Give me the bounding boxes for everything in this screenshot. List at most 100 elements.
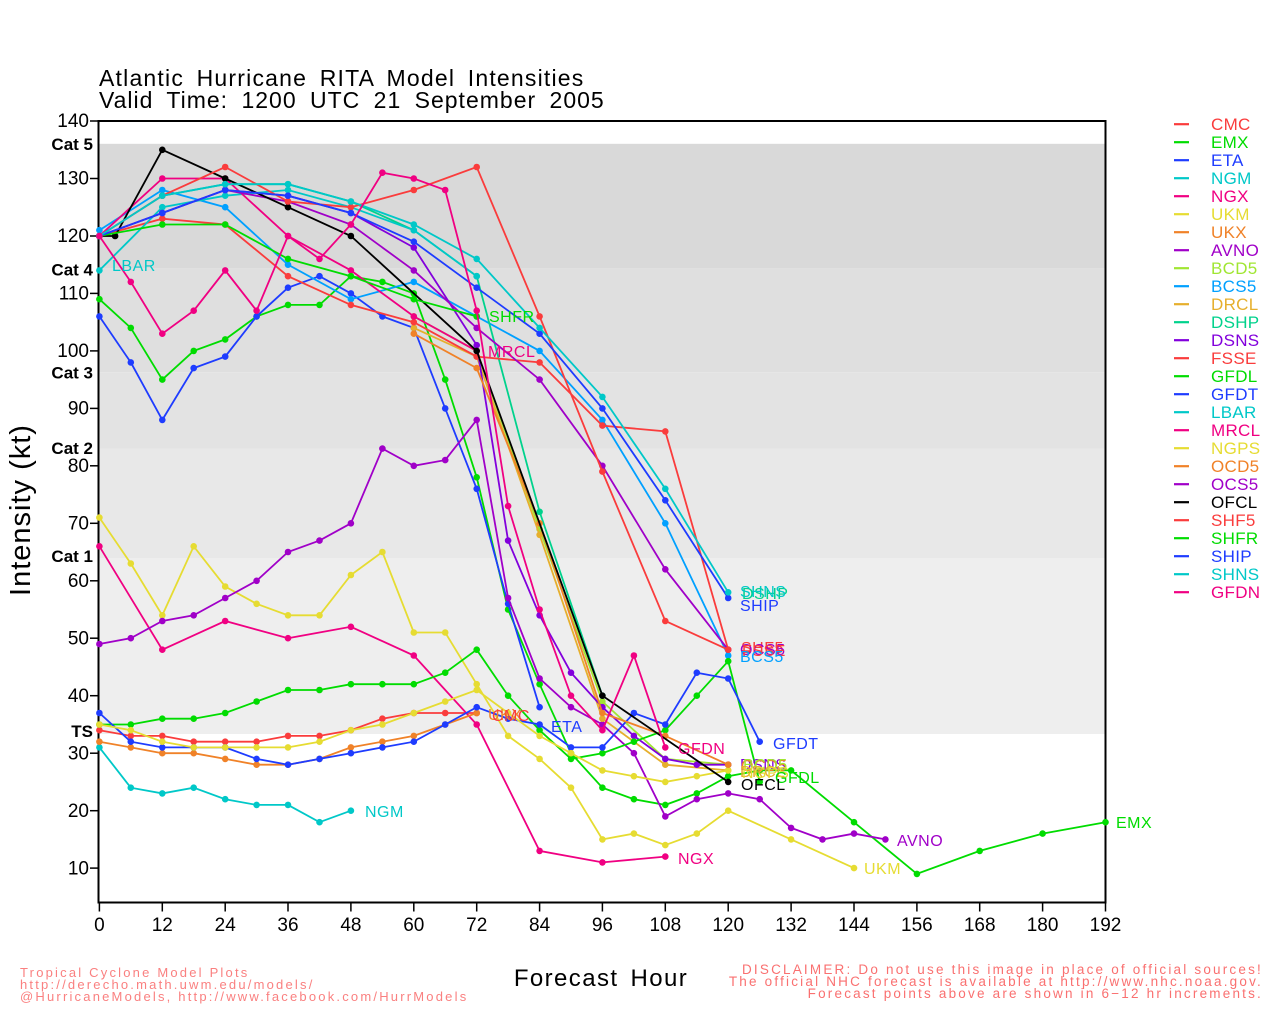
svg-text:BCS5: BCS5 <box>740 649 784 666</box>
svg-text:ETA: ETA <box>551 719 582 736</box>
svg-text:120: 120 <box>57 226 89 247</box>
svg-text:EMX: EMX <box>1116 815 1152 832</box>
svg-text:90: 90 <box>68 399 89 420</box>
svg-text:108: 108 <box>649 915 681 936</box>
svg-text:60: 60 <box>403 915 424 936</box>
svg-text:FSSE: FSSE <box>1211 349 1257 368</box>
svg-text:70: 70 <box>68 514 89 535</box>
svg-text:GFDT: GFDT <box>773 736 819 753</box>
svg-text:110: 110 <box>59 284 89 305</box>
svg-text:DISCLAIMER: Do not use this im: DISCLAIMER: Do not use this image in pla… <box>742 962 1263 977</box>
svg-text:SHFR: SHFR <box>1211 529 1258 548</box>
svg-text:http://derecho.math.uwm.edu/mo: http://derecho.math.uwm.edu/models/ <box>20 977 315 992</box>
svg-text:DSHP: DSHP <box>742 586 788 603</box>
svg-text:192: 192 <box>1090 915 1122 936</box>
svg-text:168: 168 <box>964 915 996 936</box>
svg-text:NGX: NGX <box>678 851 714 868</box>
svg-text:AVNO: AVNO <box>1211 241 1259 260</box>
svg-text:10: 10 <box>68 858 89 879</box>
svg-text:@HurricaneModels, http://www.f: @HurricaneModels, http://www.facebook.co… <box>20 989 468 1004</box>
svg-text:OFCL: OFCL <box>741 777 786 794</box>
svg-text:GFDN: GFDN <box>1211 583 1260 602</box>
svg-text:Forecast points above are show: Forecast points above are shown in 6−12 … <box>808 986 1263 1001</box>
svg-text:UKM: UKM <box>864 861 901 878</box>
svg-text:DSNS: DSNS <box>740 757 786 774</box>
svg-text:ETA: ETA <box>1211 151 1244 170</box>
svg-text:GFDL: GFDL <box>775 770 820 787</box>
svg-text:Cat 4: Cat 4 <box>51 261 93 280</box>
svg-text:30: 30 <box>68 743 89 764</box>
svg-text:OCD5: OCD5 <box>741 758 787 775</box>
svg-text:144: 144 <box>838 915 870 936</box>
svg-text:120: 120 <box>712 915 744 936</box>
svg-text:SHNS: SHNS <box>740 584 786 601</box>
svg-text:96: 96 <box>592 915 613 936</box>
svg-text:180: 180 <box>1027 915 1059 936</box>
svg-text:40: 40 <box>68 686 89 707</box>
svg-text:Cat 2: Cat 2 <box>51 439 93 458</box>
svg-text:EMX: EMX <box>1211 133 1249 152</box>
svg-text:BCS5: BCS5 <box>1211 277 1257 296</box>
svg-text:SHFR: SHFR <box>489 309 535 326</box>
svg-text:Intensity (kt): Intensity (kt) <box>5 424 37 596</box>
svg-text:SHIP: SHIP <box>1211 547 1252 566</box>
svg-text:Cat 1: Cat 1 <box>51 547 93 566</box>
svg-text:NGPS: NGPS <box>742 765 789 782</box>
svg-text:60: 60 <box>68 571 89 592</box>
svg-text:NGM: NGM <box>1211 169 1252 188</box>
svg-text:TS: TS <box>71 722 93 741</box>
svg-text:140: 140 <box>57 111 89 132</box>
svg-text:48: 48 <box>340 915 361 936</box>
svg-text:UKX: UKX <box>1211 223 1247 242</box>
svg-text:130: 130 <box>57 169 89 190</box>
svg-text:DRCL: DRCL <box>740 764 786 781</box>
svg-text:12: 12 <box>152 915 173 936</box>
svg-text:SHF5: SHF5 <box>741 640 784 657</box>
svg-text:DSHP: DSHP <box>1211 313 1259 332</box>
svg-text:CMC: CMC <box>1211 115 1251 134</box>
svg-text:84: 84 <box>529 915 551 936</box>
svg-text:Tropical Cyclone Model Plots: Tropical Cyclone Model Plots <box>20 965 249 980</box>
svg-text:SHF5: SHF5 <box>1211 511 1256 530</box>
svg-text:LBAR: LBAR <box>1211 403 1257 422</box>
svg-text:Cat 5: Cat 5 <box>51 135 93 154</box>
svg-text:OCD5: OCD5 <box>1211 457 1259 476</box>
svg-text:72: 72 <box>466 915 487 936</box>
svg-text:24: 24 <box>215 915 237 936</box>
svg-text:MRCL: MRCL <box>488 344 535 361</box>
svg-text:NGX: NGX <box>1211 187 1249 206</box>
svg-text:OCS5: OCS5 <box>740 642 786 659</box>
svg-text:CMC: CMC <box>492 708 530 725</box>
svg-text:AVNO: AVNO <box>897 833 943 850</box>
svg-text:SHNS: SHNS <box>1211 565 1259 584</box>
svg-text:Valid Time: 1200 UTC 21 Septem: Valid Time: 1200 UTC 21 September 2005 <box>99 87 605 113</box>
svg-text:NGM: NGM <box>365 804 404 821</box>
svg-text:Cat 3: Cat 3 <box>51 364 93 383</box>
svg-text:156: 156 <box>901 915 933 936</box>
svg-text:UKX: UKX <box>488 707 522 724</box>
svg-text:GFDT: GFDT <box>1211 385 1258 404</box>
svg-text:36: 36 <box>277 915 298 936</box>
svg-text:100: 100 <box>57 341 89 362</box>
svg-text:20: 20 <box>68 801 89 822</box>
svg-text:Atlantic Hurricane RITA Model: Atlantic Hurricane RITA Model Intensitie… <box>99 65 585 91</box>
svg-text:LBAR: LBAR <box>112 258 156 275</box>
svg-text:DRCL: DRCL <box>1211 295 1259 314</box>
svg-text:BCD5: BCD5 <box>1211 259 1258 278</box>
svg-text:DSNS: DSNS <box>1211 331 1259 350</box>
svg-text:UKM: UKM <box>1211 205 1250 224</box>
svg-text:80: 80 <box>68 456 89 477</box>
svg-text:MRCL: MRCL <box>1211 421 1260 440</box>
svg-text:OFCL: OFCL <box>1211 493 1258 512</box>
svg-text:GFDL: GFDL <box>1211 367 1258 386</box>
svg-text:GFDN: GFDN <box>678 741 725 758</box>
svg-text:SHIP: SHIP <box>740 598 779 615</box>
svg-text:OCS5: OCS5 <box>1211 475 1259 494</box>
svg-text:132: 132 <box>775 915 807 936</box>
svg-text:FSSE: FSSE <box>742 643 786 660</box>
svg-text:0: 0 <box>94 915 105 936</box>
svg-text:Forecast Hour: Forecast Hour <box>514 965 688 992</box>
svg-text:The official NHC forecast is a: The official NHC forecast is available a… <box>729 974 1263 989</box>
svg-text:50: 50 <box>68 628 89 649</box>
svg-text:NGPS: NGPS <box>1211 439 1260 458</box>
